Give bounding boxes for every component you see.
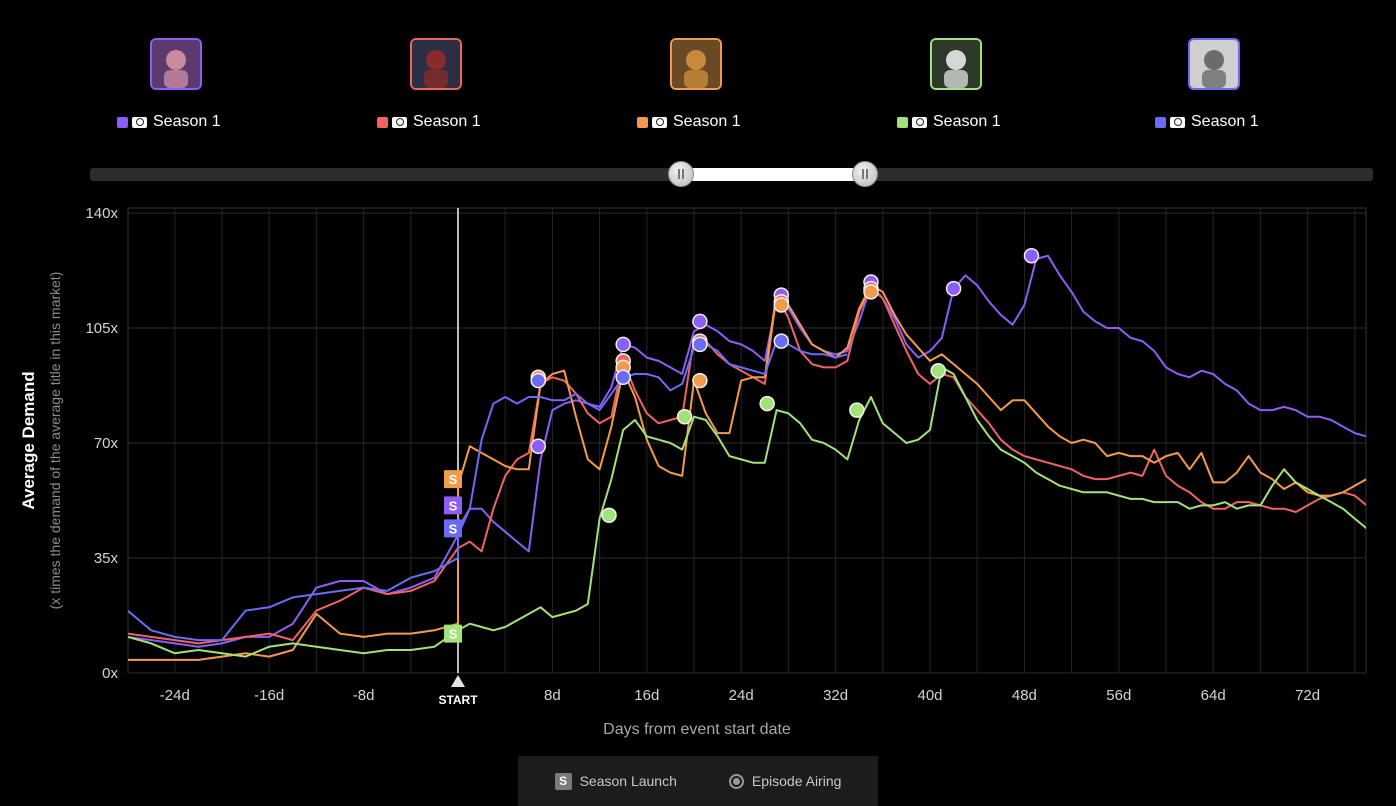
demand-line-chart: 0x 35x 70x 105x 140x -24d -16d -8d 8d 16d 24d 32d 40… xyxy=(19,205,1367,738)
x-tick-label: 40d xyxy=(917,687,942,704)
x-axis-title: Days from event start date xyxy=(603,721,791,738)
episode-marker xyxy=(692,372,708,389)
date-range-slider[interactable] xyxy=(90,161,1373,187)
episode-marker xyxy=(759,395,775,412)
title-poster-5[interactable] xyxy=(1188,38,1240,90)
episode-marker xyxy=(945,280,962,297)
start-label: START xyxy=(438,693,478,707)
season-launch-marker xyxy=(444,470,462,489)
slider-selected-range[interactable] xyxy=(681,168,865,181)
season-launch-marker-label: S xyxy=(449,627,458,642)
x-tick-label: -24d xyxy=(160,687,190,704)
series-line-3 xyxy=(128,284,1366,661)
episode-marker xyxy=(1023,247,1040,264)
season-label: Season 1 xyxy=(933,113,1001,130)
episode-airing-icon xyxy=(728,773,744,789)
season-launch-marker xyxy=(444,496,462,515)
x-tick-label: -16d xyxy=(254,687,284,704)
series-line-2 xyxy=(128,287,1366,645)
series-line-4 xyxy=(128,366,1366,658)
season-launch-icon: S xyxy=(554,772,572,790)
x-tick-label: 32d xyxy=(823,687,848,704)
y-axis-subtitle: (x times the demand of the average title… xyxy=(47,272,63,610)
globe-icon xyxy=(1170,116,1185,128)
globe-icon xyxy=(652,116,667,128)
season-launch-marker-label: S xyxy=(449,472,458,487)
season-label: Season 1 xyxy=(1191,113,1259,130)
x-tick-label: 64d xyxy=(1201,687,1226,704)
episode-marker xyxy=(615,369,631,386)
globe-icon xyxy=(392,116,407,128)
episode-marker xyxy=(773,297,790,313)
y-tick-label: 0x xyxy=(102,665,118,682)
y-tick-label: 70x xyxy=(94,435,119,452)
slider-handle-right[interactable] xyxy=(851,161,878,187)
episode-marker xyxy=(773,333,790,349)
title-season-selector-3[interactable]: Season 1 xyxy=(637,112,741,132)
x-tick-label: 16d xyxy=(634,687,659,704)
season-launch-marker-label: S xyxy=(449,521,458,536)
series-color-swatch xyxy=(897,116,908,128)
series-color-swatch xyxy=(1155,116,1166,128)
title-poster-4[interactable] xyxy=(930,38,982,90)
plot-frame xyxy=(127,207,1367,674)
episode-airing-label: Episode Airing xyxy=(751,773,842,789)
y-axis-title: Average Demand xyxy=(19,371,38,509)
x-tick-label: 48d xyxy=(1012,687,1037,704)
season-launch-marker xyxy=(444,519,462,538)
globe-icon xyxy=(912,116,927,128)
episode-marker xyxy=(530,438,546,455)
x-tick-label: 24d xyxy=(729,687,754,704)
episode-marker xyxy=(849,402,865,418)
episode-marker xyxy=(615,336,631,353)
title-season-selector-4[interactable]: Season 1 xyxy=(897,112,1001,132)
episode-marker xyxy=(692,336,708,353)
episode-marker xyxy=(530,372,546,389)
globe-icon xyxy=(132,116,147,128)
poster-thumbnail-icon xyxy=(152,40,200,88)
title-poster-1[interactable] xyxy=(150,38,202,90)
poster-thumbnail-icon xyxy=(1190,40,1238,88)
title-season-selector-1[interactable]: Season 1 xyxy=(117,112,221,132)
y-tick-label: 35x xyxy=(94,550,119,567)
series-color-swatch xyxy=(117,116,128,128)
legend-episode-airing: Episode Airing xyxy=(728,773,842,789)
start-marker-icon xyxy=(451,675,465,687)
x-tick-label: 72d xyxy=(1295,687,1320,704)
legend-season-launch: S Season Launch xyxy=(554,772,677,790)
title-poster-3[interactable] xyxy=(670,38,722,90)
episode-marker xyxy=(692,313,708,330)
x-tick-label: 56d xyxy=(1106,687,1131,704)
series-color-swatch xyxy=(377,116,388,128)
series-line-1 xyxy=(128,254,1366,648)
y-tick-label: 140x xyxy=(85,205,118,222)
episode-marker xyxy=(601,507,617,524)
title-season-selector-2[interactable]: Season 1 xyxy=(377,112,481,132)
poster-thumbnail-icon xyxy=(672,40,720,88)
marker-legend: S Season Launch Episode Airing xyxy=(518,756,878,806)
season-label: Season 1 xyxy=(153,113,221,130)
season-launch-marker xyxy=(444,624,462,643)
episode-marker xyxy=(930,362,947,379)
season-label: Season 1 xyxy=(413,113,481,130)
season-label: Season 1 xyxy=(673,113,741,130)
x-tick-label: 8d xyxy=(544,687,561,704)
season-launch-label: Season Launch xyxy=(579,773,677,789)
title-poster-2[interactable] xyxy=(410,38,462,90)
x-tick-label: -8d xyxy=(353,687,375,704)
season-launch-marker-label: S xyxy=(449,498,458,513)
poster-thumbnail-icon xyxy=(412,40,460,88)
poster-thumbnail-icon xyxy=(932,40,980,88)
series-line-5 xyxy=(128,340,848,642)
title-season-selector-5[interactable]: Season 1 xyxy=(1155,112,1259,132)
episode-marker xyxy=(863,284,879,300)
slider-handle-left[interactable] xyxy=(668,161,695,187)
episode-marker xyxy=(676,408,693,425)
y-tick-label: 105x xyxy=(85,320,118,337)
series-color-swatch xyxy=(637,116,648,128)
